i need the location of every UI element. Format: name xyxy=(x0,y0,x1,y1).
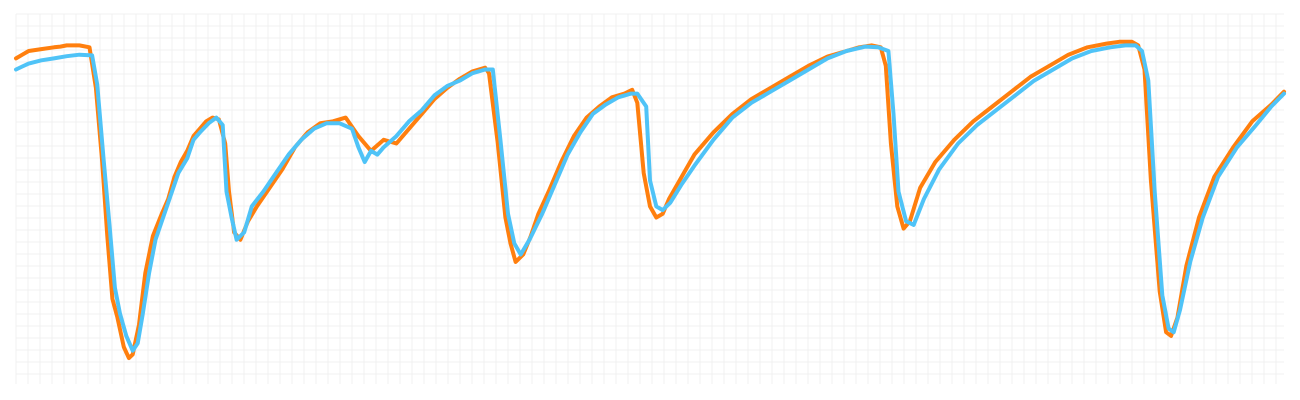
plot-area xyxy=(14,39,1286,361)
series-line-2 xyxy=(14,43,1286,353)
series-line-1 xyxy=(14,39,1286,361)
